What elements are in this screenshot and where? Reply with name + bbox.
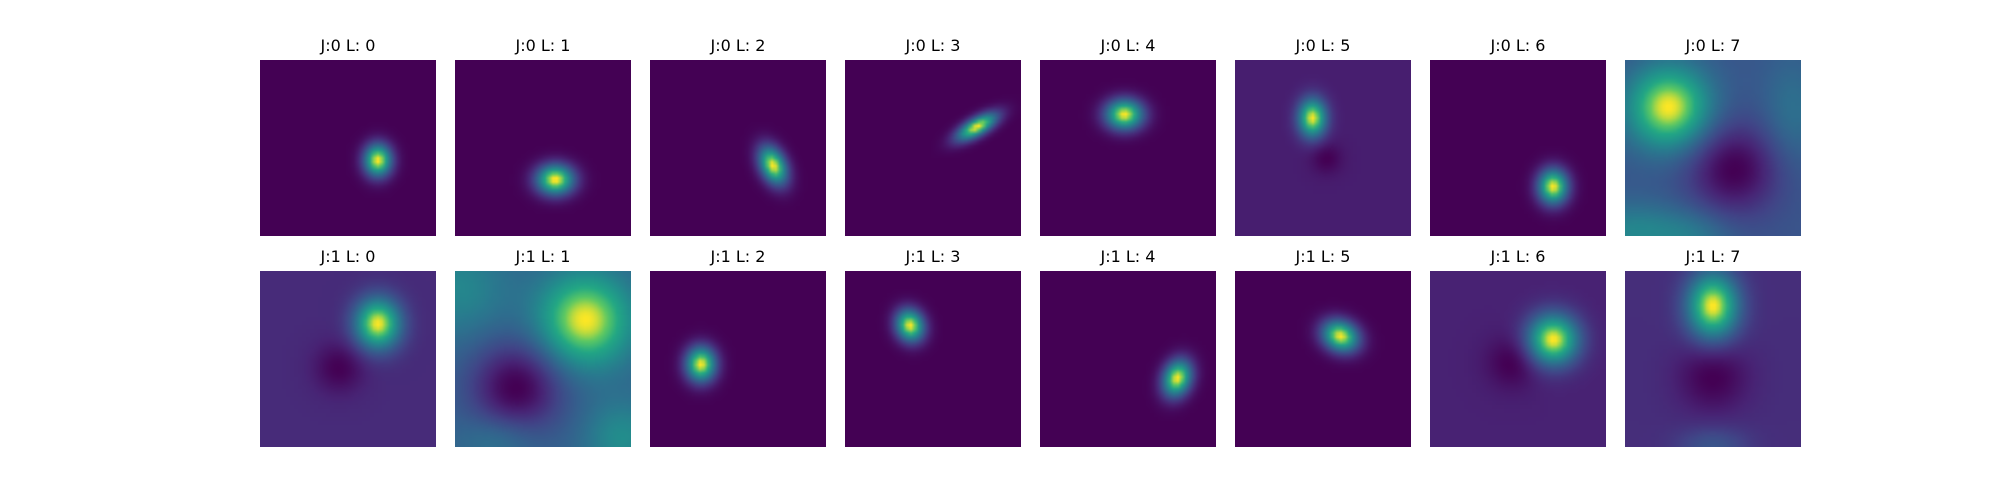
heatmap-panel xyxy=(845,60,1021,236)
heatmap-image xyxy=(455,271,631,447)
panel-title: J:1 L: 0 xyxy=(320,247,376,266)
heatmap-panel xyxy=(260,60,436,236)
heatmap-image xyxy=(845,60,1021,236)
heatmap-image xyxy=(1625,60,1801,236)
heatmap-panel xyxy=(1235,271,1411,447)
panel-title: J:0 L: 3 xyxy=(905,36,961,55)
heatmap-panel xyxy=(1040,60,1216,236)
heatmap-panel xyxy=(455,271,631,447)
panel-title: J:1 L: 1 xyxy=(515,247,571,266)
heatmap-panel xyxy=(1430,60,1606,236)
heatmap-image xyxy=(260,271,436,447)
heatmap-panel xyxy=(650,60,826,236)
panel-title: J:0 L: 0 xyxy=(320,36,376,55)
heatmap-image xyxy=(1430,60,1606,236)
panel-title: J:1 L: 7 xyxy=(1685,247,1741,266)
panel-title: J:1 L: 3 xyxy=(905,247,961,266)
heatmap-image xyxy=(1040,60,1216,236)
panel-title: J:0 L: 7 xyxy=(1685,36,1741,55)
panel-title: J:0 L: 6 xyxy=(1490,36,1546,55)
heatmap-panel xyxy=(1430,271,1606,447)
panel-title: J:0 L: 5 xyxy=(1295,36,1351,55)
panel-title: J:1 L: 5 xyxy=(1295,247,1351,266)
heatmap-image xyxy=(260,60,436,236)
heatmap-image xyxy=(1235,271,1411,447)
heatmap-image xyxy=(1430,271,1606,447)
heatmap-panel xyxy=(1625,60,1801,236)
panel-title: J:0 L: 4 xyxy=(1100,36,1156,55)
panel-title: J:0 L: 2 xyxy=(710,36,766,55)
heatmap-panel xyxy=(455,60,631,236)
heatmap-image xyxy=(455,60,631,236)
heatmap-panel xyxy=(1235,60,1411,236)
heatmap-panel xyxy=(1040,271,1216,447)
panel-title: J:0 L: 1 xyxy=(515,36,571,55)
heatmap-panel xyxy=(845,271,1021,447)
heatmap-panel xyxy=(1625,271,1801,447)
heatmap-image xyxy=(1235,60,1411,236)
heatmap-panel xyxy=(260,271,436,447)
panel-title: J:1 L: 4 xyxy=(1100,247,1156,266)
heatmap-image xyxy=(1625,271,1801,447)
panel-title: J:1 L: 2 xyxy=(710,247,766,266)
panel-title: J:1 L: 6 xyxy=(1490,247,1546,266)
heatmap-panel xyxy=(650,271,826,447)
heatmap-image xyxy=(1040,271,1216,447)
heatmap-image xyxy=(650,271,826,447)
heatmap-image xyxy=(845,271,1021,447)
heatmap-image xyxy=(650,60,826,236)
